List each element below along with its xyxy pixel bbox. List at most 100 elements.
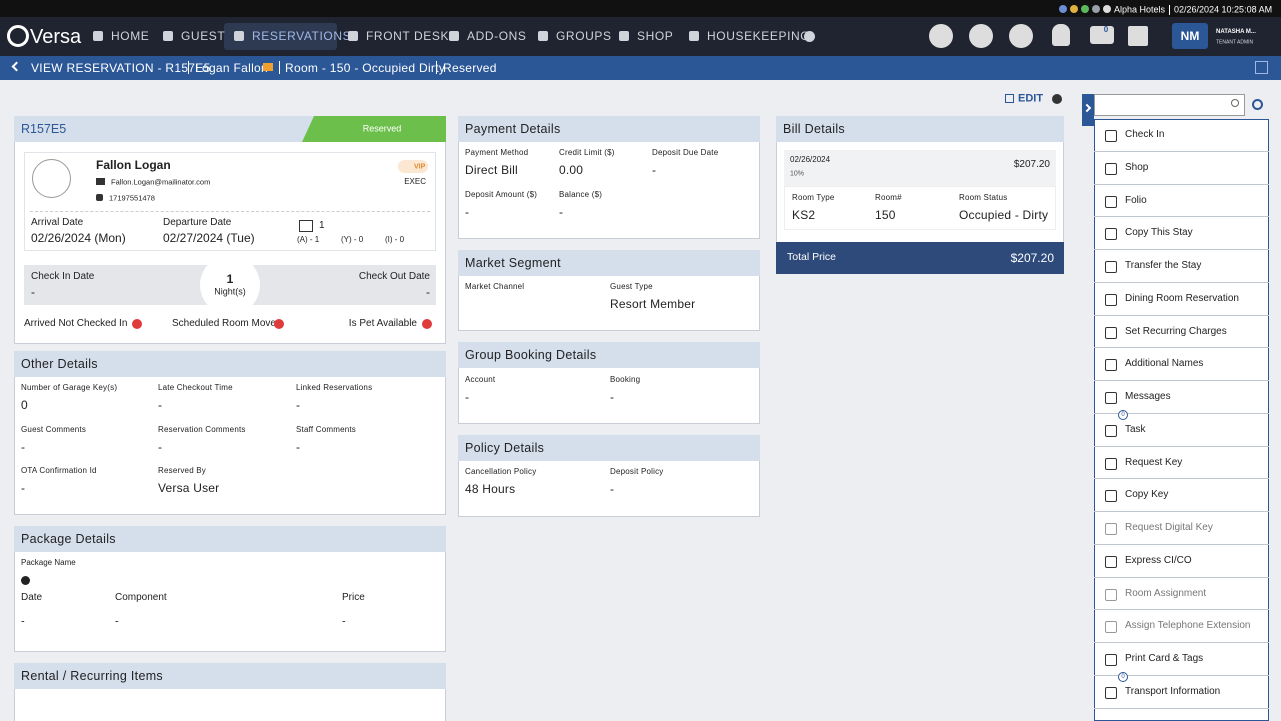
menu-label[interactable]: Transport Information — [1125, 685, 1221, 697]
panel-title: Group Booking Details — [465, 347, 597, 362]
separator — [1169, 5, 1170, 15]
menu-icon — [1105, 457, 1117, 470]
nav-item[interactable]: FRONT DESK — [366, 29, 450, 43]
menu-label[interactable]: Folio — [1125, 194, 1147, 206]
settings-icon[interactable] — [1252, 99, 1263, 110]
field-label: Payment Method — [465, 148, 529, 157]
nav-icon[interactable] — [234, 31, 244, 41]
column-header: Price — [342, 592, 365, 603]
menu-item[interactable] — [1094, 447, 1269, 480]
flag-no-icon — [422, 319, 432, 329]
menu-item[interactable] — [1094, 217, 1269, 250]
menu-item[interactable] — [1094, 643, 1269, 676]
field-label: Linked Reservations — [296, 383, 373, 392]
edit-button[interactable]: EDIT — [1018, 92, 1044, 105]
nav-icon[interactable] — [93, 31, 103, 41]
menu-item[interactable] — [1094, 316, 1269, 349]
bill-line — [784, 150, 1056, 186]
nav-item[interactable]: HOME — [111, 29, 150, 43]
help[interactable] — [1128, 26, 1148, 46]
menu-label[interactable]: Express CI/CO — [1125, 554, 1192, 566]
menu-item[interactable] — [1094, 185, 1269, 218]
notifications[interactable] — [1052, 24, 1070, 46]
flag-label: Scheduled Room Move — [172, 318, 276, 329]
nav-icon[interactable] — [163, 31, 173, 41]
field-label: Late Checkout Time — [158, 383, 233, 392]
infants: (I) - 0 — [385, 235, 405, 244]
nav-round-icon[interactable] — [969, 24, 993, 48]
menu-item[interactable] — [1094, 414, 1269, 447]
menu-toggle[interactable] — [1082, 94, 1094, 126]
menu-label[interactable]: Transfer the Stay — [1125, 260, 1202, 271]
hotel-name: Alpha Hotels — [1114, 4, 1166, 15]
field-label: Check In Date — [31, 271, 95, 282]
nav-item[interactable]: GROUPS — [556, 29, 612, 43]
menu-label[interactable]: Print Card & Tags — [1125, 653, 1204, 664]
menu-label[interactable]: Copy This Stay — [1125, 227, 1193, 239]
field-label: Guest Comments — [21, 424, 87, 434]
menu-icon — [1105, 490, 1117, 503]
menu-icon — [1105, 228, 1117, 241]
menu-label[interactable]: Additional Names — [1125, 358, 1204, 370]
status-dot — [1103, 5, 1111, 13]
nav-round-icon[interactable] — [1009, 24, 1033, 48]
menu-label[interactable]: Copy Key — [1125, 489, 1169, 501]
nav-item[interactable]: HOUSEKEEPING — [707, 29, 811, 43]
nav-item[interactable]: ADD-ONS — [467, 29, 527, 43]
menu-icon — [1105, 162, 1117, 175]
cart[interactable] — [1090, 26, 1114, 44]
menu-item[interactable] — [1094, 283, 1269, 316]
field-value: - — [296, 439, 301, 454]
panel-title: Bill Details — [783, 121, 845, 136]
nav-item[interactable]: RESERVATIONS — [252, 29, 352, 43]
menu-label[interactable]: Set Recurring Charges — [1125, 325, 1227, 337]
bill-room-box — [784, 186, 1056, 230]
tier: EXEC — [404, 177, 426, 186]
nav-icon[interactable] — [689, 31, 699, 41]
avatar — [32, 159, 71, 198]
menu-label: Request Digital Key — [1125, 522, 1213, 533]
menu-icon — [1105, 588, 1117, 601]
menu-label[interactable]: Request Key — [1125, 456, 1183, 468]
edit-icon[interactable] — [1005, 94, 1014, 103]
logo-icon — [7, 25, 29, 47]
menu-search[interactable] — [1094, 94, 1245, 116]
menu-item — [1094, 578, 1269, 611]
nav-icon[interactable] — [619, 31, 629, 41]
field-value: - — [610, 482, 615, 496]
menu-item[interactable] — [1094, 381, 1269, 414]
menu-item[interactable] — [1094, 250, 1269, 283]
nav-icon[interactable] — [538, 31, 548, 41]
expand-icon[interactable] — [1255, 61, 1268, 74]
guest-name: Fallon Logan — [96, 158, 171, 172]
menu-item[interactable] — [1094, 676, 1269, 709]
clock-icon[interactable] — [1052, 94, 1062, 104]
menu-item[interactable] — [1094, 348, 1269, 381]
top-strip — [0, 0, 1281, 17]
menu-item[interactable] — [1094, 152, 1269, 185]
table-cell: - — [342, 615, 346, 628]
flag-label: Is Pet Available — [348, 318, 417, 329]
menu-label[interactable]: Check In — [1125, 129, 1165, 140]
menu-icon — [1105, 424, 1117, 437]
menu-label[interactable]: Messages — [1125, 391, 1171, 402]
menu-label[interactable]: Shop — [1125, 161, 1149, 173]
panel-title: Other Details — [21, 356, 98, 371]
nav-icon[interactable] — [449, 31, 459, 41]
info-icon — [21, 576, 30, 585]
menu-item[interactable] — [1094, 545, 1269, 578]
nights-circle — [200, 255, 260, 315]
vip-badge — [398, 160, 428, 173]
nav-icon[interactable] — [348, 31, 358, 41]
menu-label[interactable]: Dining Room Reservation — [1125, 292, 1239, 304]
guest-card — [24, 152, 436, 251]
nav-round-icon[interactable] — [929, 24, 953, 48]
menu-label[interactable]: Task — [1125, 423, 1146, 435]
user-badge[interactable] — [1172, 23, 1208, 49]
nav-item[interactable]: SHOP — [637, 29, 674, 43]
nav-more[interactable] — [804, 31, 815, 42]
menu-item[interactable] — [1094, 479, 1269, 512]
field-value: - — [465, 205, 470, 219]
nav-item[interactable]: GUEST — [181, 29, 226, 43]
menu-item[interactable] — [1094, 119, 1269, 152]
